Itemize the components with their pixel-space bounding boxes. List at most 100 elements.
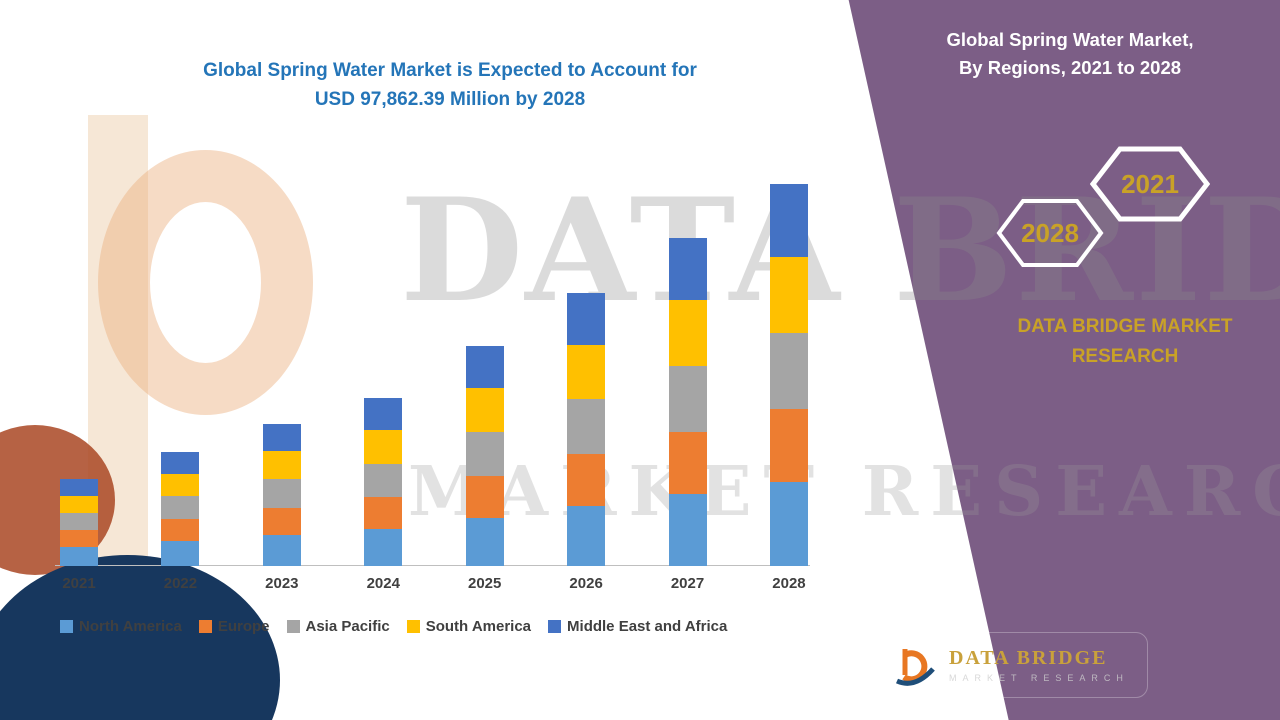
segment-asia-pacific-2023 <box>262 479 301 508</box>
legend-label: Europe <box>217 618 270 635</box>
bar-group-2024: 2024 <box>364 398 403 594</box>
segment-middle-east-and-africa-2026 <box>567 292 606 345</box>
legend-swatch <box>198 620 212 633</box>
segment-europe-2028 <box>769 409 808 482</box>
segment-europe-2021 <box>60 530 98 547</box>
bar-stack-2027 <box>668 238 707 566</box>
legend-label: Middle East and Africa <box>567 618 728 635</box>
x-axis-label-2025: 2025 <box>468 575 502 592</box>
bar-stack-2022 <box>161 451 200 566</box>
segment-south-america-2027 <box>668 300 707 366</box>
x-axis-label-2027: 2027 <box>670 575 705 592</box>
segment-north-america-2023 <box>262 534 301 566</box>
segment-asia-pacific-2024 <box>364 463 403 498</box>
segment-middle-east-and-africa-2021 <box>60 479 98 496</box>
watermark-text-line2: MARKET RESEARCH <box>408 452 1280 532</box>
segment-europe-2027 <box>668 431 707 494</box>
segment-asia-pacific-2027 <box>668 365 707 432</box>
x-axis-label-2026: 2026 <box>569 575 603 592</box>
bar-group-2028: 2028 <box>769 184 808 594</box>
x-axis-label-2024: 2024 <box>366 575 400 592</box>
bar-group-2023: 2023 <box>262 424 301 594</box>
segment-north-america-2028 <box>769 482 808 566</box>
chart-title-line2: USD 97,862.39 Million by 2028 <box>314 89 586 111</box>
chart-title: Global Spring Water Market is Expected t… <box>130 56 770 115</box>
x-axis-label-2022: 2022 <box>163 575 198 592</box>
panel-heading-line1: Global Spring Water Market, <box>946 29 1194 50</box>
segment-europe-2022 <box>161 519 200 541</box>
segment-south-america-2026 <box>567 344 606 400</box>
segment-south-america-2021 <box>60 495 98 514</box>
x-axis-label-2028: 2028 <box>772 575 806 592</box>
x-axis-line <box>55 565 810 566</box>
footer-logo-subtitle: MARKET RESEARCH <box>949 673 1129 683</box>
segment-europe-2025 <box>465 475 504 518</box>
legend-label: South America <box>425 618 532 635</box>
bar-stack-2025 <box>465 346 504 566</box>
footer-logo-name: DATA BRIDGE <box>949 647 1108 669</box>
hexagon-outline <box>1090 146 1210 222</box>
segment-asia-pacific-2028 <box>769 333 808 410</box>
panel-heading-line2: By Regions, 2021 to 2028 <box>958 56 1182 78</box>
x-axis-label-2023: 2023 <box>265 575 299 592</box>
segment-middle-east-and-africa-2023 <box>262 424 301 452</box>
legend-swatch <box>406 620 420 633</box>
segment-middle-east-and-africa-2028 <box>769 184 808 257</box>
brand-text-line1: DATA BRIDGE MARKET <box>1017 316 1233 337</box>
bar-group-2021: 2021 <box>60 479 98 594</box>
segment-middle-east-and-africa-2027 <box>668 238 707 301</box>
legend-swatch <box>60 620 73 633</box>
legend-item-north-america: North America <box>60 618 182 635</box>
bar-stack-2026 <box>567 292 606 566</box>
segment-middle-east-and-africa-2022 <box>161 451 200 474</box>
hexagon-badge-2028-label: 2028 <box>1021 218 1079 248</box>
brand-text-line2: RESEARCH <box>1071 346 1179 368</box>
hexagon-badge-2021-label: 2021 <box>1121 169 1179 199</box>
segment-asia-pacific-2022 <box>161 496 200 520</box>
legend-item-middle-east-and-africa: Middle East and Africa <box>548 618 727 635</box>
legend-label: Asia Pacific <box>305 618 390 635</box>
bar-group-2027: 2027 <box>668 238 707 594</box>
segment-north-america-2024 <box>364 529 403 566</box>
bar-group-2025: 2025 <box>465 346 504 594</box>
bar-group-2022: 2022 <box>161 451 200 594</box>
segment-north-america-2027 <box>668 493 707 566</box>
segment-middle-east-and-africa-2024 <box>364 398 403 430</box>
segment-north-america-2021 <box>60 546 98 566</box>
watermark-text-line1: DATA BRIDGE <box>400 168 1280 334</box>
bar-stack-2028 <box>769 184 808 566</box>
segment-asia-pacific-2026 <box>567 399 606 455</box>
segment-europe-2026 <box>567 454 606 506</box>
legend-label: North America <box>79 618 182 635</box>
bar-group-2026: 2026 <box>567 292 606 594</box>
bar-stack-2021 <box>60 479 98 566</box>
segment-south-america-2024 <box>364 429 403 464</box>
segment-north-america-2025 <box>465 517 504 566</box>
segment-south-america-2023 <box>262 451 301 480</box>
segment-middle-east-and-africa-2025 <box>465 346 504 388</box>
segment-asia-pacific-2025 <box>465 431 504 476</box>
hexagon-outline <box>996 199 1104 267</box>
segment-south-america-2028 <box>769 256 808 334</box>
legend-swatch <box>286 620 300 633</box>
bar-stack-2023 <box>262 424 301 566</box>
stacked-bar-chart: 2021 2022 2023 2024 2025 2026 2027 2028 <box>60 184 808 594</box>
legend-item-asia-pacific: Asia Pacific <box>286 618 390 635</box>
data-bridge-logo-icon <box>895 649 935 686</box>
hexagon-badge-2021: 2021 <box>1090 146 1210 222</box>
segment-north-america-2026 <box>567 505 606 566</box>
hexagon-badge-2028: 2028 <box>996 199 1104 267</box>
segment-asia-pacific-2021 <box>60 513 98 531</box>
footer-logo: DATA BRIDGE MARKET RESEARCH <box>878 632 1148 698</box>
segment-europe-2024 <box>364 497 403 529</box>
x-axis-label-2021: 2021 <box>62 575 96 592</box>
chart-title-line1: Global Spring Water Market is Expected t… <box>203 60 697 81</box>
panel-heading: Global Spring Water Market, By Regions, … <box>900 26 1240 82</box>
segment-north-america-2022 <box>161 540 200 566</box>
chart-legend: North America Europe Asia Pacific South Ame… <box>60 618 727 635</box>
legend-swatch <box>548 620 562 633</box>
legend-item-europe: Europe <box>198 618 270 635</box>
segment-europe-2023 <box>262 507 301 535</box>
legend-item-south-america: South America <box>406 618 532 635</box>
